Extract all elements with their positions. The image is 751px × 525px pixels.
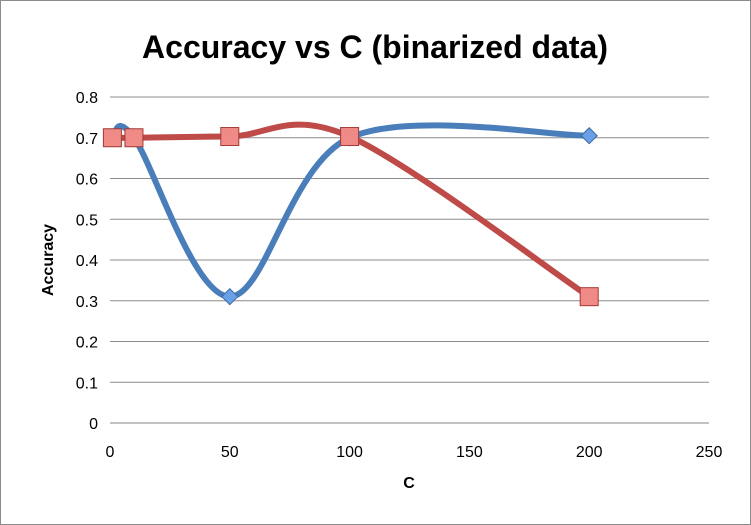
data-point-diamond [221, 287, 239, 306]
y-tick-label: 0.4 [76, 253, 98, 270]
x-tick-label: 50 [221, 444, 239, 461]
y-tick-label: 0.2 [76, 335, 98, 352]
y-tick-label: 0.1 [76, 375, 98, 392]
y-tick-label: 0 [89, 416, 98, 433]
x-tick-label: 150 [456, 444, 483, 461]
grid-lines [110, 96, 709, 424]
y-axis-label: Accuracy [40, 224, 57, 296]
y-axis-ticks: 0 0.1 0.2 0.3 0.4 0.5 0.6 0.7 0.8 [76, 90, 98, 433]
data-point-square [579, 287, 599, 307]
series-line-2 [109, 121, 593, 300]
data-point-square [340, 127, 360, 147]
series-line-1 [109, 122, 593, 300]
x-tick-label: 250 [696, 444, 723, 461]
data-point-square [220, 127, 240, 147]
x-axis-label: C [403, 475, 415, 492]
y-tick-label: 0.6 [76, 172, 98, 189]
y-tick-label: 0.8 [76, 90, 98, 107]
x-tick-label: 0 [106, 444, 115, 461]
y-tick-label: 0.7 [76, 131, 98, 148]
chart-title: Accuracy vs C (binarized data) [142, 29, 608, 65]
x-tick-label: 100 [336, 444, 363, 461]
data-point-square [102, 128, 122, 148]
data-point-diamond [580, 127, 598, 145]
series-layer [102, 121, 599, 307]
y-tick-label: 0.3 [76, 294, 98, 311]
y-tick-label: 0.5 [76, 212, 98, 229]
data-point-square [124, 128, 144, 148]
x-axis-ticks: 0 50 100 150 200 250 [106, 444, 723, 461]
x-tick-label: 200 [576, 444, 603, 461]
